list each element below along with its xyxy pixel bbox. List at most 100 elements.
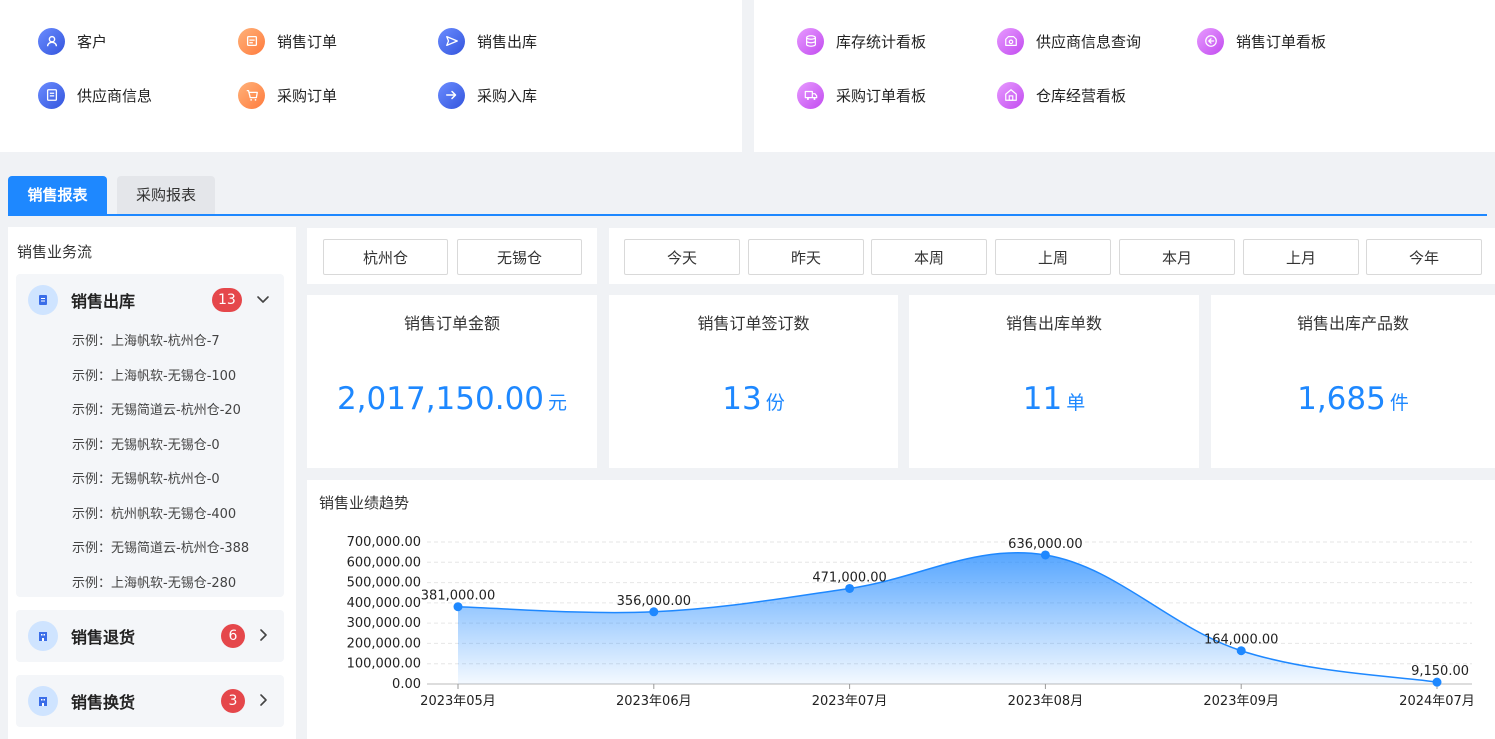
- arrow-in-icon: [438, 81, 465, 109]
- list-item[interactable]: 示例：无锡帆软-杭州仓-0: [72, 472, 220, 487]
- period-button-this-week[interactable]: 本周: [871, 239, 987, 275]
- group-header[interactable]: 销售退货 6: [16, 610, 284, 662]
- data-label: 636,000.00: [1008, 537, 1082, 552]
- quick-item-sales-outbound[interactable]: 销售出库: [438, 26, 537, 56]
- chevron-right-icon[interactable]: [256, 627, 270, 641]
- quick-item-sales-order-board[interactable]: 销售订单看板: [1197, 26, 1326, 56]
- kpi-value: 11 单: [909, 381, 1199, 417]
- quick-item-supplier-info[interactable]: 供应商信息: [38, 80, 152, 110]
- data-point[interactable]: [649, 607, 659, 617]
- data-point[interactable]: [453, 602, 463, 612]
- send-icon: [438, 27, 465, 55]
- quick-item-purchase-order-board[interactable]: 采购订单看板: [797, 80, 926, 110]
- group-label: 销售换货: [71, 693, 136, 712]
- warehouse-filter: 杭州仓 无锡仓: [307, 228, 597, 284]
- list-item[interactable]: 示例：无锡简道云-杭州仓-388: [72, 541, 250, 556]
- count-badge: 6: [221, 624, 245, 648]
- data-label: 471,000.00: [812, 570, 886, 585]
- sales-trend-chart-card: 销售业绩趋势 0.00 100,000.00 200,000.00 300,000.0…: [307, 480, 1495, 739]
- group-header[interactable]: 销售换货 3: [16, 675, 284, 727]
- warehouse-icon: [997, 81, 1024, 109]
- data-label: 356,000.00: [617, 594, 691, 609]
- kpi-number: 13: [722, 381, 762, 417]
- period-button-today[interactable]: 今天: [624, 239, 740, 275]
- building-icon: [28, 686, 58, 716]
- period-button-yesterday[interactable]: 昨天: [748, 239, 864, 275]
- kpi-title: 销售订单签订数: [697, 314, 810, 333]
- group-header[interactable]: 销售出库 13: [16, 274, 284, 326]
- quick-item-label: 供应商信息: [77, 86, 153, 105]
- sales-order-icon: [238, 27, 265, 55]
- workflow-group-sales-outbound: 销售出库 13 示例：上海帆软-杭州仓-7 示例：上海帆软-无锡仓-100 示例…: [16, 274, 284, 597]
- workflow-group-sales-exchange: 销售换货 3: [16, 675, 284, 727]
- kpi-title: 销售出库产品数: [1296, 314, 1409, 333]
- chevron-down-icon[interactable]: [256, 291, 270, 305]
- supplier-icon: [38, 81, 65, 109]
- data-point[interactable]: [1432, 677, 1442, 687]
- kpi-card-outbound-products: 销售出库产品数 1,685 件: [1211, 295, 1495, 468]
- x-tick-label: 2023年07月: [812, 694, 888, 709]
- kpi-value: 13 份: [609, 381, 898, 417]
- warehouse-button-wuxi[interactable]: 无锡仓: [457, 239, 582, 275]
- list-item[interactable]: 示例：杭州帆软-无锡仓-400: [72, 507, 237, 522]
- data-point[interactable]: [1236, 646, 1246, 656]
- list-item[interactable]: 示例：上海帆软-无锡仓-100: [72, 369, 237, 384]
- report-tabs: 销售报表 采购报表: [8, 176, 1487, 216]
- quick-item-warehouse-board[interactable]: 仓库经营看板: [997, 80, 1126, 110]
- group-label: 销售出库: [71, 292, 136, 311]
- tab-purchase-report[interactable]: 采购报表: [117, 176, 215, 214]
- y-tick-label: 500,000.00: [347, 576, 421, 591]
- kpi-card-order-amount: 销售订单金额 2,017,150.00 元: [307, 295, 597, 468]
- y-tick-label: 0.00: [392, 677, 421, 692]
- kpi-card-order-count: 销售订单签订数 13 份: [609, 295, 898, 468]
- list-item[interactable]: 示例：上海帆软-无锡仓-280: [72, 576, 237, 591]
- arrow-back-icon: [1197, 27, 1224, 55]
- period-button-last-week[interactable]: 上周: [995, 239, 1111, 275]
- quick-item-label: 采购入库: [477, 86, 538, 105]
- kpi-unit: 份: [765, 392, 785, 414]
- data-point[interactable]: [1040, 550, 1050, 560]
- quick-item-inventory-board[interactable]: 库存统计看板: [797, 26, 926, 56]
- tab-sales-report[interactable]: 销售报表: [8, 176, 107, 214]
- customer-icon: [38, 27, 65, 55]
- workflow-title: 销售业务流: [17, 243, 93, 261]
- kpi-value: 2,017,150.00 元: [307, 381, 597, 417]
- list-item[interactable]: 示例：上海帆软-杭州仓-7: [72, 334, 220, 349]
- y-tick-label: 700,000.00: [347, 535, 421, 550]
- kpi-card-outbound-count: 销售出库单数 11 单: [909, 295, 1199, 468]
- data-point[interactable]: [845, 583, 855, 593]
- supplier-search-icon: [997, 27, 1024, 55]
- quick-item-customer[interactable]: 客户: [38, 26, 107, 56]
- document-icon: [28, 285, 58, 315]
- chart-title: 销售业绩趋势: [319, 494, 410, 512]
- data-label: 381,000.00: [421, 589, 495, 604]
- quick-access-panel-right: 库存统计看板 供应商信息查询 销售订单看板 采购订单看板 仓库经营看板: [754, 0, 1495, 152]
- period-button-this-month[interactable]: 本月: [1119, 239, 1235, 275]
- truck-icon: [797, 81, 824, 109]
- kpi-value: 1,685 件: [1211, 381, 1495, 417]
- x-tick-label: 2023年05月: [420, 694, 496, 709]
- quick-item-purchase-order[interactable]: 采购订单: [238, 80, 337, 110]
- list-item[interactable]: 示例：无锡简道云-杭州仓-20: [72, 403, 241, 418]
- kpi-number: 2,017,150.00: [336, 381, 545, 417]
- chevron-right-icon[interactable]: [256, 692, 270, 706]
- quick-item-label: 销售订单: [277, 32, 338, 51]
- quick-item-label: 库存统计看板: [836, 32, 927, 51]
- cart-icon: [238, 81, 265, 109]
- kpi-unit: 件: [1389, 392, 1409, 414]
- quick-item-label: 销售出库: [477, 32, 538, 51]
- y-tick-label: 600,000.00: [347, 555, 421, 570]
- quick-item-sales-order[interactable]: 销售订单: [238, 26, 337, 56]
- kpi-unit: 元: [548, 392, 568, 414]
- kpi-title: 销售出库单数: [1005, 314, 1102, 333]
- quick-item-supplier-query[interactable]: 供应商信息查询: [997, 26, 1141, 56]
- sales-trend-chart: 0.00 100,000.00 200,000.00 300,000.00 400,00…: [347, 535, 1475, 709]
- area-fill: [458, 552, 1437, 684]
- period-button-last-month[interactable]: 上月: [1243, 239, 1359, 275]
- period-button-this-year[interactable]: 今年: [1366, 239, 1482, 275]
- list-item[interactable]: 示例：无锡帆软-无锡仓-0: [72, 438, 220, 453]
- quick-item-purchase-inbound[interactable]: 采购入库: [438, 80, 537, 110]
- warehouse-button-hangzhou[interactable]: 杭州仓: [323, 239, 448, 275]
- quick-item-label: 客户: [77, 32, 108, 51]
- database-icon: [797, 27, 824, 55]
